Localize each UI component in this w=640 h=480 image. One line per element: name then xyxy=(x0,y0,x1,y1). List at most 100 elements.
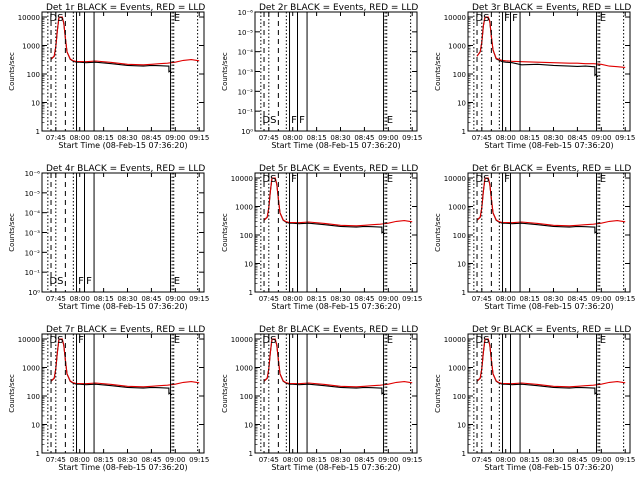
x-axis-title: Start Time (08-Feb-15 07:36:20) xyxy=(484,463,613,472)
y-tick-label: 100 xyxy=(240,232,253,240)
y-tick-label: 1000 xyxy=(448,43,466,51)
y-tick-label: 1 xyxy=(249,289,253,297)
x-tick-label: 08:30 xyxy=(117,295,137,303)
marker-f: F xyxy=(78,276,84,287)
marker-f: F xyxy=(504,13,510,24)
x-tick-label: 07:45 xyxy=(259,134,279,142)
events-line xyxy=(476,16,599,78)
panel-det-9: Det 9r BLACK = Events, RED = LLD 07:45 08:… xyxy=(434,325,635,472)
x-tick-label: 08:30 xyxy=(543,456,563,464)
panel-det-4: Det 4r BLACK = Events, RED = LLD 07:45 08:… xyxy=(8,164,209,311)
y-tick-label: 10 xyxy=(457,422,466,430)
y-tick-label: 100 xyxy=(453,393,466,401)
y-tick-label: 100 xyxy=(453,71,466,79)
marker-ds: DS xyxy=(475,13,489,24)
panel-det-2: Det 2r BLACK = Events, RED = LLD 07:45 08:… xyxy=(221,3,422,150)
x-tick-label: 07:45 xyxy=(46,456,66,464)
marker-e: E xyxy=(387,115,393,126)
y-tick-label: 1000 xyxy=(448,204,466,212)
marker-ds: DS xyxy=(49,335,63,346)
y-tick-label: 10 xyxy=(457,100,466,108)
x-tick-label: 08:30 xyxy=(330,134,350,142)
x-tick-label: 08:00 xyxy=(70,134,90,142)
x-tick-label: 09:00 xyxy=(591,134,611,142)
marker-e: E xyxy=(600,13,606,24)
x-tick-label: 08:15 xyxy=(307,295,327,303)
y-tick-label: 100 xyxy=(27,393,40,401)
y-axis-title: Counts/sec xyxy=(221,374,229,413)
y-tick-label: 100 xyxy=(453,232,466,240)
panel-title: Det 5r BLACK = Events, RED = LLD xyxy=(259,164,418,174)
x-tick-label: 08:30 xyxy=(117,456,137,464)
x-tick-label: 07:45 xyxy=(472,134,492,142)
x-tick-label: 08:15 xyxy=(94,295,114,303)
y-axis-title: Counts/sec xyxy=(434,213,442,252)
plot-frame xyxy=(254,11,418,132)
panel-det-3: Det 3r BLACK = Events, RED = LLD 07:45 08:… xyxy=(434,3,635,150)
panel-title: Det 9r BLACK = Events, RED = LLD xyxy=(472,325,631,335)
y-tick-label: 10⁻⁴ xyxy=(25,210,41,218)
y-tick-label: 10000 xyxy=(444,336,466,344)
x-tick-label: 08:30 xyxy=(543,295,563,303)
y-tick-label: 10 xyxy=(244,422,253,430)
marker-e: E xyxy=(387,335,393,346)
x-tick-label: 09:00 xyxy=(165,295,185,303)
x-tick-label: 08:15 xyxy=(520,295,540,303)
x-axis-title: Start Time (08-Feb-15 07:36:20) xyxy=(58,463,187,472)
plot-frame xyxy=(467,11,631,132)
plot-frame xyxy=(467,172,631,293)
marker-ds: DS xyxy=(262,174,276,185)
x-tick-label: 09:15 xyxy=(402,134,422,142)
x-tick-label: 07:45 xyxy=(472,456,492,464)
panel-title: Det 7r BLACK = Events, RED = LLD xyxy=(46,325,205,335)
marker-e: E xyxy=(174,276,180,287)
plot-frame xyxy=(41,172,205,293)
y-tick-label: 1 xyxy=(249,450,253,458)
y-tick-label: 10⁻⁴ xyxy=(238,49,254,57)
x-tick-label: 08:15 xyxy=(520,456,540,464)
y-tick-label: 10⁻² xyxy=(25,249,41,257)
x-tick-label: 08:45 xyxy=(141,134,161,142)
x-tick-label: 09:15 xyxy=(615,295,635,303)
x-tick-label: 07:45 xyxy=(259,456,279,464)
x-tick-label: 09:00 xyxy=(165,134,185,142)
x-tick-label: 08:45 xyxy=(567,295,587,303)
plot-frame xyxy=(467,333,631,454)
y-axis-title: Counts/sec xyxy=(221,213,229,252)
y-axis-title: Counts/sec xyxy=(434,374,442,413)
x-tick-label: 08:15 xyxy=(520,134,540,142)
panel-det-1: Det 1r BLACK = Events, RED = LLD 07:45 08:… xyxy=(8,3,209,150)
marker-f: F xyxy=(291,174,297,185)
x-axis-title: Start Time (08-Feb-15 07:36:20) xyxy=(484,302,613,311)
lld-line xyxy=(476,177,626,227)
plot-frame xyxy=(254,172,418,293)
y-tick-label: 10⁻⁶ xyxy=(25,170,41,178)
lld-line xyxy=(50,16,200,66)
y-tick-label: 10000 xyxy=(231,336,253,344)
y-tick-label: 1000 xyxy=(22,365,40,373)
plot-frame xyxy=(41,11,205,132)
panel-title: Det 6r BLACK = Events, RED = LLD xyxy=(472,164,631,174)
y-tick-label: 10 xyxy=(31,100,40,108)
panel-det-5: Det 5r BLACK = Events, RED = LLD 07:45 08:… xyxy=(221,164,422,311)
y-tick-label: 1000 xyxy=(235,365,253,373)
marker-ds: DS xyxy=(49,13,63,24)
panel-title: Det 4r BLACK = Events, RED = LLD xyxy=(46,164,205,174)
y-tick-label: 100 xyxy=(240,393,253,401)
x-tick-label: 08:00 xyxy=(70,295,90,303)
x-tick-label: 08:30 xyxy=(330,456,350,464)
marker-ds: DS xyxy=(262,115,276,126)
x-tick-label: 08:00 xyxy=(496,134,516,142)
y-tick-label: 10 xyxy=(244,261,253,269)
panel-det-7: Det 7r BLACK = Events, RED = LLD 07:45 08:… xyxy=(8,325,209,472)
plot-frame xyxy=(41,333,205,454)
marker-ds: DS xyxy=(475,174,489,185)
x-tick-label: 08:30 xyxy=(543,134,563,142)
y-tick-label: 1000 xyxy=(22,43,40,51)
marker-f: F xyxy=(291,115,297,126)
y-tick-label: 10000 xyxy=(18,336,40,344)
y-tick-label: 10 xyxy=(457,261,466,269)
x-tick-label: 09:15 xyxy=(402,295,422,303)
y-tick-label: 1 xyxy=(462,128,466,136)
